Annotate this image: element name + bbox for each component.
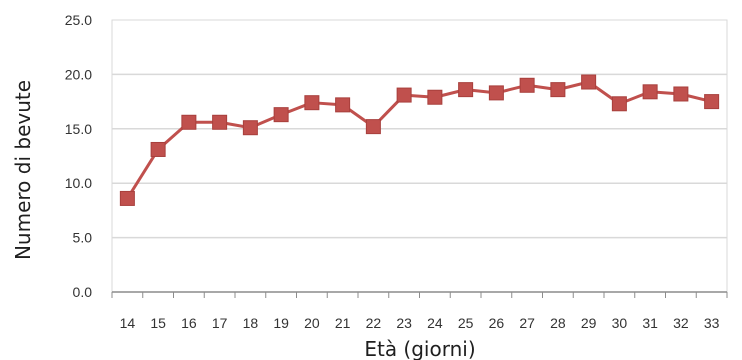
data-point-marker (365, 119, 381, 135)
x-tick-label: 27 (519, 315, 535, 331)
y-axis-label: Numero di bevute (11, 80, 35, 260)
x-tick-label: 22 (366, 315, 382, 331)
x-tick-label: 29 (581, 315, 597, 331)
data-point-marker (673, 86, 689, 102)
data-point-marker (519, 77, 535, 93)
y-tick-label: 10.0 (65, 175, 92, 191)
x-tick-label: 28 (550, 315, 566, 331)
data-point-marker (242, 120, 258, 136)
data-point-marker (119, 190, 135, 206)
data-point-marker (181, 114, 197, 130)
y-tick-label: 5.0 (73, 230, 93, 246)
data-point-marker (611, 96, 627, 112)
plot-area (111, 19, 728, 293)
x-tick-label: 18 (243, 315, 259, 331)
x-tick-label: 24 (427, 315, 443, 331)
x-tick-label: 14 (120, 315, 136, 331)
x-tick-label: 17 (212, 315, 228, 331)
data-point-marker (150, 141, 166, 157)
x-tick-label: 33 (704, 315, 720, 331)
y-tick-label: 20.0 (65, 66, 92, 82)
x-tick-label: 23 (396, 315, 412, 331)
x-tick-label: 19 (273, 315, 289, 331)
data-point-marker (458, 82, 474, 98)
x-axis (111, 291, 728, 298)
data-point-marker (396, 87, 412, 103)
data-point-marker (488, 85, 504, 101)
x-tick-label: 25 (458, 315, 474, 331)
data-point-marker (642, 84, 658, 100)
data-point-marker (273, 107, 289, 123)
x-tick-label: 21 (335, 315, 351, 331)
x-tick-label: 32 (673, 315, 689, 331)
data-point-marker (427, 89, 443, 105)
data-point-marker (335, 97, 351, 113)
data-point-marker (704, 94, 720, 110)
x-tick-label: 15 (150, 315, 166, 331)
x-tick-label: 30 (612, 315, 628, 331)
x-tick-label: 26 (489, 315, 505, 331)
data-point-marker (550, 82, 566, 98)
y-tick-label: 15.0 (65, 121, 92, 137)
x-tick-label: 16 (181, 315, 197, 331)
x-tick-label: 20 (304, 315, 320, 331)
x-tick-label: 31 (642, 315, 658, 331)
y-tick-label: 25.0 (65, 12, 92, 28)
x-tick-labels: 14 15 16 17 18 19 20 21 22 23 24 25 26 27 28 29 30 31 32 33 (120, 315, 720, 331)
series-layer (119, 74, 720, 206)
data-point-marker (212, 114, 228, 130)
data-point-marker (304, 95, 320, 111)
y-tick-labels: 0.0 5.0 10.0 15.0 20.0 25.0 (65, 12, 92, 300)
data-point-marker (581, 74, 597, 90)
y-tick-label: 0.0 (73, 284, 93, 300)
x-axis-label: Età (giorni) (364, 337, 475, 360)
